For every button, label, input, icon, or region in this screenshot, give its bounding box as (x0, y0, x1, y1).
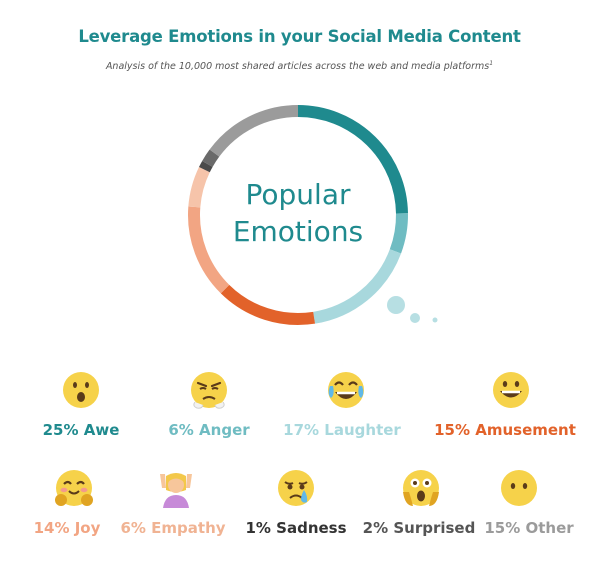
emotion-label-anger: 6% Anger (168, 421, 250, 439)
emotion-label-awe: 25% Awe (42, 421, 120, 439)
thought-bubble-dot (410, 313, 420, 323)
emotion-label-empathy: 6% Empathy (120, 519, 226, 537)
sadness-face-icon (276, 468, 316, 508)
amusement-face-icon (491, 370, 531, 410)
donut-segment-empathy (188, 167, 210, 208)
donut-segment-anger (389, 213, 408, 254)
emotion-label-sadness: 1% Sadness (245, 519, 347, 537)
joy-face-icon (54, 468, 94, 508)
other-face-icon (499, 468, 539, 508)
page-title: Leverage Emotions in your Social Media C… (78, 27, 521, 46)
empathy-person-icon (156, 468, 196, 508)
center-label-line2: Emotions (232, 215, 364, 248)
emotion-label-other: 15% Other (484, 519, 574, 537)
emotion-label-laughter: 17% Laughter (283, 421, 401, 439)
donut-segment-other (209, 105, 299, 157)
emotion-label-amusement: 15% Amusement (434, 421, 576, 439)
donut-segment-laughter (313, 249, 402, 324)
surprised-face-icon (401, 468, 441, 508)
thought-bubble-dot (432, 317, 438, 323)
subtitle-text: Analysis of the 10,000 most shared artic… (105, 61, 490, 73)
emotion-label-surprised: 2% Surprised (362, 519, 476, 537)
anger-face-icon (189, 370, 229, 410)
page-subtitle: Analysis of the 10,000 most shared artic… (0, 60, 599, 72)
thought-bubble-dot (387, 296, 405, 314)
emotion-label-joy: 14% Joy (33, 519, 101, 537)
awe-face-icon (61, 370, 101, 410)
donut-segment-awe (297, 105, 408, 214)
donut-segment-surprised (202, 149, 220, 167)
laughter-face-icon (326, 370, 366, 410)
center-label-line1: Popular (245, 178, 351, 211)
subtitle-footnote-mark: 1 (489, 60, 494, 67)
donut-segment-joy (188, 206, 230, 294)
donut-segment-sadness (199, 160, 213, 173)
donut-segment-amusement (220, 284, 316, 325)
